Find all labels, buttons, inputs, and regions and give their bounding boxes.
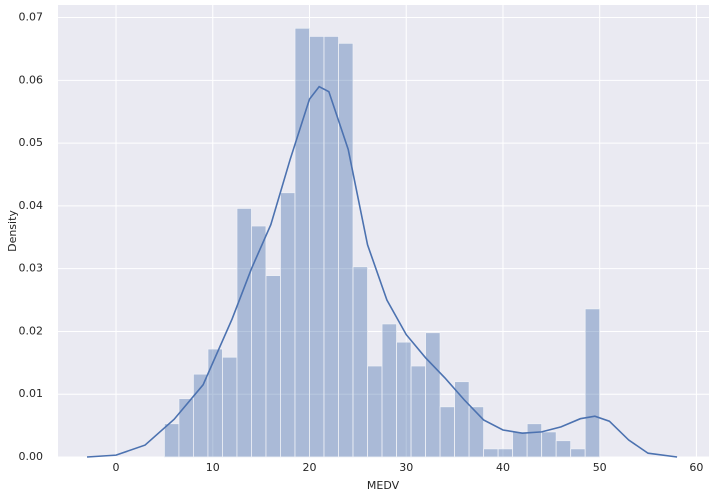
y-tick-label: 0.01 [19,387,44,400]
histogram-bar [497,448,514,458]
histogram-bar [381,323,397,458]
histogram-bar [410,365,426,458]
histogram-bar [555,440,572,458]
y-tick-label: 0.02 [19,324,44,337]
y-tick-label: 0.00 [19,450,44,463]
y-axis-label: Density [6,210,19,252]
x-tick-label: 50 [593,461,607,474]
y-tick-label: 0.06 [19,73,44,86]
histogram-bar [236,207,252,458]
histogram-bar [222,356,238,458]
histogram-bar [251,225,267,458]
histogram-bar [454,381,470,458]
histogram-bar [164,423,180,458]
histogram-bar [338,42,354,458]
x-tick-label: 10 [206,461,220,474]
x-axis-label: MEDV [367,479,400,492]
histogram-bar [396,341,412,458]
histogram-bar [280,192,296,458]
histogram-bar [439,406,455,458]
histogram-bar [178,398,194,458]
y-tick-label: 0.05 [19,136,44,149]
y-tick-label: 0.04 [19,199,44,212]
histogram-bar [367,365,383,458]
x-tick-label: 20 [303,461,317,474]
y-tick-label: 0.07 [19,11,44,24]
kde-line [86,85,678,458]
histogram-bar [526,423,543,458]
histogram-bar [512,431,528,458]
x-tick-label: 40 [496,461,510,474]
x-tick-label: 30 [399,461,413,474]
y-tick-label: 0.03 [19,262,44,275]
histogram-bar [309,35,325,458]
histogram-bar [584,308,601,458]
histogram-bar [570,448,586,458]
histogram-bar [294,27,310,458]
histogram-bar [468,406,485,458]
histogram-bar [265,275,281,458]
histogram-bar [352,266,368,458]
histogram-bar [207,348,223,458]
histogram-bar [425,332,441,458]
x-tick-label: 0 [113,461,120,474]
histogram-bar [483,448,499,458]
x-tick-label: 60 [689,461,703,474]
histogram-bar [541,431,557,458]
